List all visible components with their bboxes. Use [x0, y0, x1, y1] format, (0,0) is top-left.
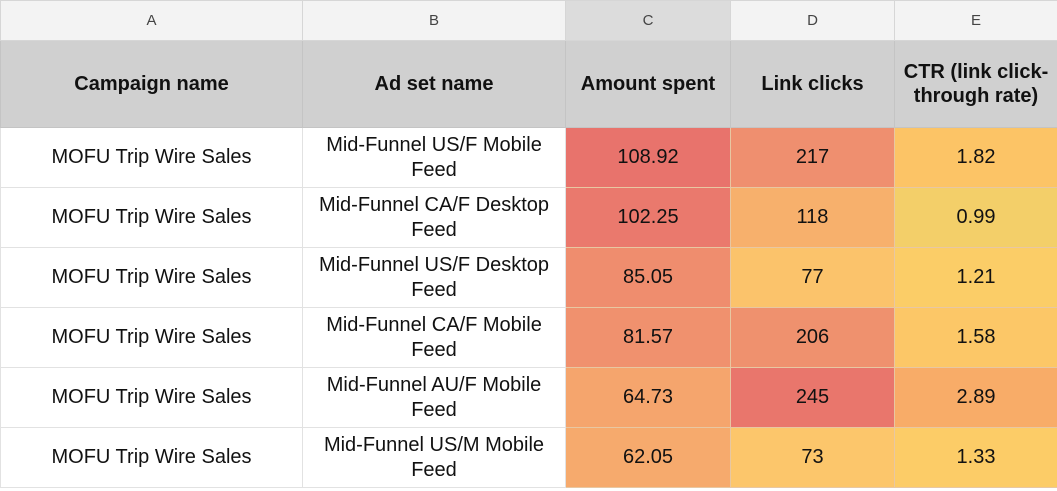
table-row: MOFU Trip Wire Sales Mid-Funnel US/M Mobi…: [0, 427, 1057, 488]
cell-link-clicks[interactable]: 73: [730, 427, 895, 488]
cell-link-clicks[interactable]: 217: [730, 127, 895, 188]
cell-campaign-name[interactable]: MOFU Trip Wire Sales: [0, 307, 303, 368]
cell-ad-set-name[interactable]: Mid-Funnel CA/F Mobile Feed: [302, 307, 566, 368]
cell-ad-set-name[interactable]: Mid-Funnel US/M Mobile Feed: [302, 427, 566, 488]
table-row: MOFU Trip Wire Sales Mid-Funnel US/F Desk…: [0, 247, 1057, 308]
table-row: MOFU Trip Wire Sales Mid-Funnel AU/F Mobi…: [0, 367, 1057, 428]
column-letter-row: A B C D E: [0, 0, 1057, 41]
cell-campaign-name[interactable]: MOFU Trip Wire Sales: [0, 427, 303, 488]
cell-link-clicks[interactable]: 77: [730, 247, 895, 308]
header-cell-ctr[interactable]: CTR (link click-through rate): [894, 40, 1057, 128]
header-cell-amount-spent[interactable]: Amount spent: [565, 40, 731, 128]
cell-amount-spent[interactable]: 102.25: [565, 187, 731, 248]
header-cell-link-clicks[interactable]: Link clicks: [730, 40, 895, 128]
cell-campaign-name[interactable]: MOFU Trip Wire Sales: [0, 247, 303, 308]
cell-campaign-name[interactable]: MOFU Trip Wire Sales: [0, 127, 303, 188]
cell-amount-spent[interactable]: 81.57: [565, 307, 731, 368]
cell-campaign-name[interactable]: MOFU Trip Wire Sales: [0, 367, 303, 428]
column-header-c[interactable]: C: [565, 0, 731, 41]
cell-campaign-name[interactable]: MOFU Trip Wire Sales: [0, 187, 303, 248]
table-row: MOFU Trip Wire Sales Mid-Funnel CA/F Mobi…: [0, 307, 1057, 368]
cell-ctr[interactable]: 0.99: [894, 187, 1057, 248]
header-cell-campaign-name[interactable]: Campaign name: [0, 40, 303, 128]
column-header-e[interactable]: E: [894, 0, 1057, 41]
cell-link-clicks[interactable]: 118: [730, 187, 895, 248]
table-row: MOFU Trip Wire Sales Mid-Funnel CA/F Desk…: [0, 187, 1057, 248]
cell-ctr[interactable]: 1.21: [894, 247, 1057, 308]
cell-ctr[interactable]: 1.82: [894, 127, 1057, 188]
cell-link-clicks[interactable]: 245: [730, 367, 895, 428]
cell-amount-spent[interactable]: 85.05: [565, 247, 731, 308]
cell-ctr[interactable]: 1.33: [894, 427, 1057, 488]
table-row: MOFU Trip Wire Sales Mid-Funnel US/F Mobi…: [0, 127, 1057, 188]
header-row: Campaign name Ad set name Amount spent L…: [0, 40, 1057, 128]
cell-link-clicks[interactable]: 206: [730, 307, 895, 368]
cell-ad-set-name[interactable]: Mid-Funnel US/F Mobile Feed: [302, 127, 566, 188]
cell-ad-set-name[interactable]: Mid-Funnel CA/F Desktop Feed: [302, 187, 566, 248]
cell-ad-set-name[interactable]: Mid-Funnel US/F Desktop Feed: [302, 247, 566, 308]
cell-ctr[interactable]: 2.89: [894, 367, 1057, 428]
column-header-a[interactable]: A: [0, 0, 303, 41]
column-header-d[interactable]: D: [730, 0, 895, 41]
cell-amount-spent[interactable]: 62.05: [565, 427, 731, 488]
cell-amount-spent[interactable]: 64.73: [565, 367, 731, 428]
header-cell-ad-set-name[interactable]: Ad set name: [302, 40, 566, 128]
column-header-b[interactable]: B: [302, 0, 566, 41]
cell-amount-spent[interactable]: 108.92: [565, 127, 731, 188]
cell-ctr[interactable]: 1.58: [894, 307, 1057, 368]
cell-ad-set-name[interactable]: Mid-Funnel AU/F Mobile Feed: [302, 367, 566, 428]
